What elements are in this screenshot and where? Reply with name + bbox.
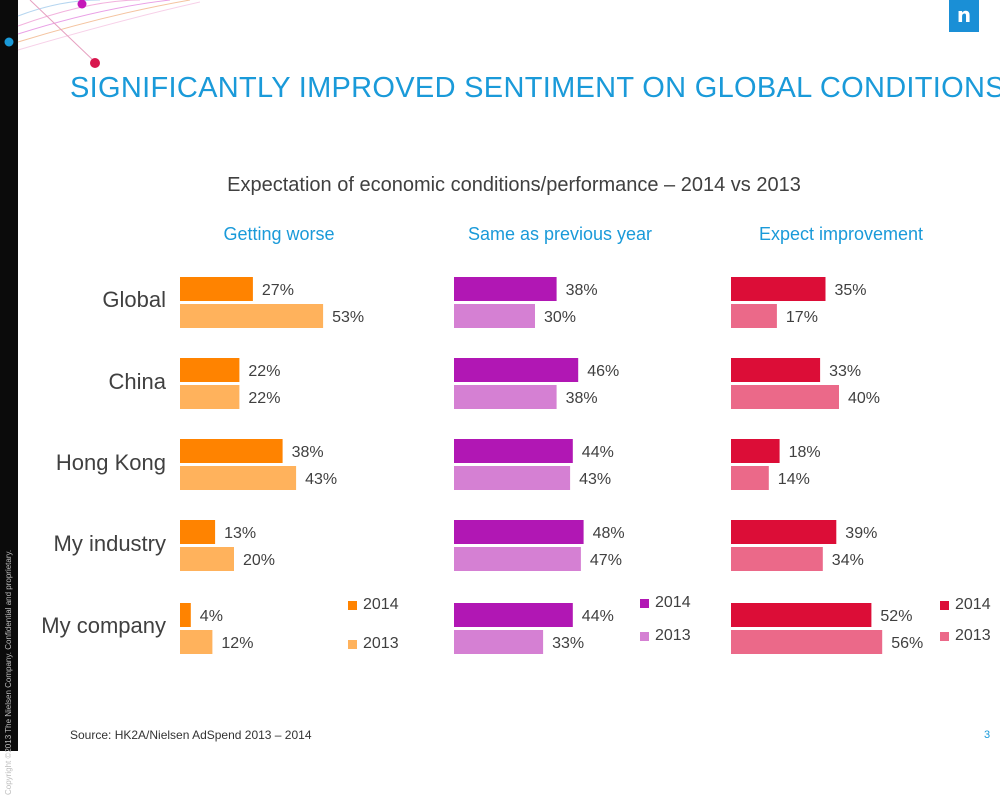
slide-title: SIGNIFICANTLY IMPROVED SENTIMENT ON GLOB… xyxy=(70,72,1000,104)
bar-expect-improvement-global-2014 xyxy=(731,277,826,301)
data-label-expect-improvement-my-industry-2014: 39% xyxy=(845,525,877,542)
legend-swatch-2014-same xyxy=(640,599,649,608)
legend-swatch-2013-worse xyxy=(348,640,357,649)
group-header-getting-worse: Getting worse xyxy=(223,224,335,244)
data-label-same-as-previous-year-china-2014: 46% xyxy=(587,363,619,380)
data-label-expect-improvement-my-industry-2013: 34% xyxy=(832,552,864,569)
row-label-china: China xyxy=(108,369,166,394)
bar-expect-improvement-my-company-2013 xyxy=(731,630,883,654)
decorative-arcs xyxy=(4,0,200,68)
data-label-getting-worse-my-company-2014: 4% xyxy=(200,608,223,625)
legend-swatch-2013-improve xyxy=(940,632,949,641)
data-label-getting-worse-global-2013: 53% xyxy=(332,309,364,326)
bar-expect-improvement-my-industry-2013 xyxy=(731,547,823,571)
data-label-same-as-previous-year-my-industry-2013: 47% xyxy=(590,552,622,569)
bar-expect-improvement-china-2013 xyxy=(731,385,839,409)
data-label-getting-worse-my-company-2013: 12% xyxy=(221,635,253,652)
bar-same-as-previous-year-hong-kong-2013 xyxy=(454,466,571,490)
group-header-same: Same as previous year xyxy=(467,224,653,244)
legend-label-2014-same: 2014 xyxy=(655,594,691,611)
legend-label-2013-same: 2013 xyxy=(655,627,691,644)
legend-label-2013-improve: 2013 xyxy=(955,627,991,644)
bar-getting-worse-china-2014 xyxy=(180,358,240,382)
data-label-getting-worse-china-2014: 22% xyxy=(248,363,280,380)
bar-expect-improvement-china-2014 xyxy=(731,358,821,382)
data-label-getting-worse-hong-kong-2014: 38% xyxy=(292,444,324,461)
data-label-getting-worse-china-2013: 22% xyxy=(248,390,280,407)
bar-getting-worse-my-company-2013 xyxy=(180,630,213,654)
data-label-expect-improvement-china-2014: 33% xyxy=(829,363,861,380)
data-label-same-as-previous-year-my-industry-2014: 48% xyxy=(593,525,625,542)
data-label-same-as-previous-year-my-company-2014: 44% xyxy=(582,608,614,625)
legend-label-2014-improve: 2014 xyxy=(955,596,991,613)
data-label-expect-improvement-hong-kong-2013: 14% xyxy=(778,471,810,488)
bar-expect-improvement-global-2013 xyxy=(731,304,777,328)
bar-same-as-previous-year-my-company-2014 xyxy=(454,603,573,627)
bar-getting-worse-my-industry-2013 xyxy=(180,547,234,571)
row-label-hong-kong: Hong Kong xyxy=(55,450,166,475)
data-label-expect-improvement-hong-kong-2014: 18% xyxy=(789,444,821,461)
bar-same-as-previous-year-my-industry-2014 xyxy=(454,520,584,544)
legend-label-2014-worse: 2014 xyxy=(363,596,399,613)
nielsen-logo: n xyxy=(949,0,979,32)
row-label-my-company: My company xyxy=(41,613,166,638)
sidebar-strip: Copyright ©2013 The Nielsen Company. Con… xyxy=(0,0,18,795)
page-number: 3 xyxy=(984,729,991,741)
bar-same-as-previous-year-my-company-2013 xyxy=(454,630,544,654)
legend-swatch-2014-improve xyxy=(940,601,949,610)
bar-same-as-previous-year-china-2014 xyxy=(454,358,579,382)
bar-getting-worse-hong-kong-2013 xyxy=(180,466,297,490)
data-label-same-as-previous-year-my-company-2013: 33% xyxy=(552,635,584,652)
data-label-expect-improvement-global-2014: 35% xyxy=(835,282,867,299)
row-label-global: Global xyxy=(102,287,166,312)
data-label-same-as-previous-year-hong-kong-2013: 43% xyxy=(579,471,611,488)
source-note: Source: HK2A/Nielsen AdSpend 2013 – 2014 xyxy=(70,728,312,742)
data-label-getting-worse-my-industry-2013: 20% xyxy=(243,552,275,569)
bar-expect-improvement-hong-kong-2013 xyxy=(731,466,769,490)
bar-same-as-previous-year-global-2014 xyxy=(454,277,557,301)
chart-title: Expectation of economic conditions/perfo… xyxy=(227,174,801,196)
legend-swatch-2014-worse xyxy=(348,601,357,610)
legend-swatch-2013-same xyxy=(640,632,649,641)
bar-expect-improvement-my-industry-2014 xyxy=(731,520,837,544)
bar-same-as-previous-year-china-2013 xyxy=(454,385,557,409)
data-label-same-as-previous-year-global-2013: 30% xyxy=(544,309,576,326)
bar-chart: 27% 22% 38% 13% 4% 53% 22% 43% 20% 12% 38% 46% 44% 48… xyxy=(180,277,923,654)
bar-same-as-previous-year-my-industry-2013 xyxy=(454,547,581,571)
bar-getting-worse-hong-kong-2014 xyxy=(180,439,283,463)
group-header-improvement: Expect improvement xyxy=(758,224,924,244)
data-label-expect-improvement-my-company-2013: 56% xyxy=(891,635,923,652)
data-label-getting-worse-hong-kong-2013: 43% xyxy=(305,471,337,488)
bar-getting-worse-global-2013 xyxy=(180,304,324,328)
data-label-same-as-previous-year-china-2013: 38% xyxy=(566,390,598,407)
data-label-same-as-previous-year-hong-kong-2014: 44% xyxy=(582,444,614,461)
data-label-same-as-previous-year-global-2014: 38% xyxy=(566,282,598,299)
bar-expect-improvement-hong-kong-2014 xyxy=(731,439,780,463)
row-label-my-industry: My industry xyxy=(53,531,166,556)
bar-same-as-previous-year-hong-kong-2014 xyxy=(454,439,573,463)
bar-getting-worse-my-company-2014 xyxy=(180,603,191,627)
bar-same-as-previous-year-global-2013 xyxy=(454,304,535,328)
data-label-expect-improvement-global-2013: 17% xyxy=(786,309,818,326)
data-label-getting-worse-global-2014: 27% xyxy=(262,282,294,299)
bar-getting-worse-global-2014 xyxy=(180,277,253,301)
bar-getting-worse-china-2013 xyxy=(180,385,240,409)
data-label-expect-improvement-china-2013: 40% xyxy=(848,390,880,407)
bar-expect-improvement-my-company-2014 xyxy=(731,603,872,627)
legend-label-2013-worse: 2013 xyxy=(363,635,399,652)
data-label-expect-improvement-my-company-2014: 52% xyxy=(880,608,912,625)
data-label-getting-worse-my-industry-2014: 13% xyxy=(224,525,256,542)
bar-getting-worse-my-industry-2014 xyxy=(180,520,216,544)
